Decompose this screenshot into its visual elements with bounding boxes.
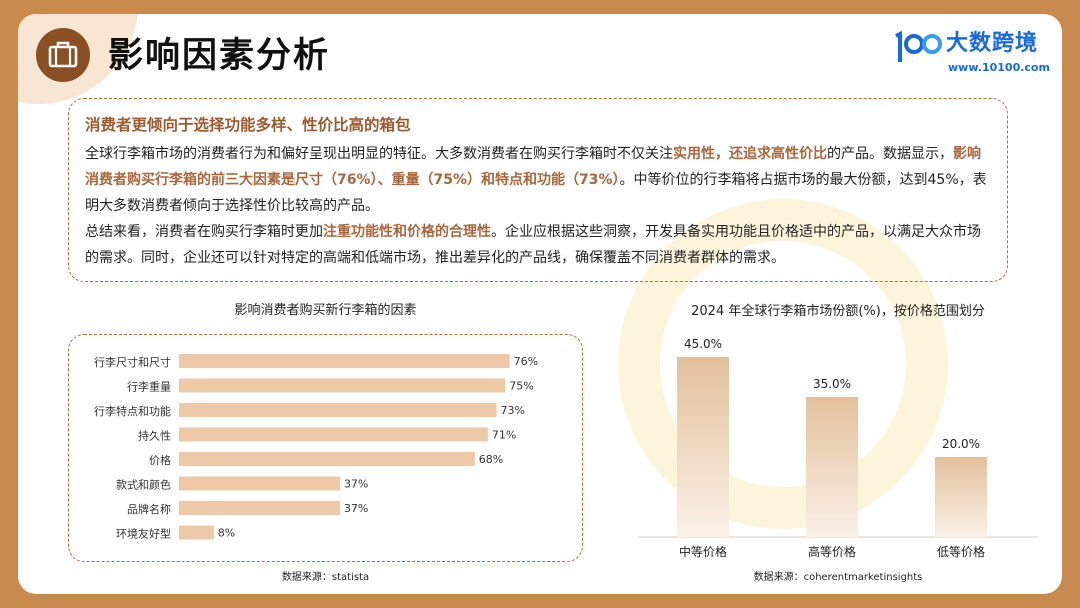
bar-category-label: 环境友好型 — [116, 527, 171, 541]
p1-text-e: 。中等价位的行李箱将占据市场的最大份额，达到45%，表明大多数消费者倾向于选择性… — [85, 172, 987, 214]
bar — [179, 354, 510, 368]
summary-heading: 消费者更倾向于选择功能多样、性价比高的箱包 — [85, 116, 411, 134]
right-chart-source: 数据来源：coherentmarketinsights — [753, 572, 923, 583]
bar — [179, 378, 506, 393]
bar-value-label: 37% — [344, 478, 368, 491]
factors-bar-chart: 行李尺寸和尺寸 76% 行李重量 75% 行李特点和功能 73% 持久性 71% 价格 68% 款式… — [94, 354, 538, 541]
bar-category-label: 持久性 — [138, 429, 171, 443]
bar-value-label: 45.0% — [684, 337, 722, 351]
p2-text-c: 。企业应根据这些洞察，开发具备实用功能且价格适中的产品，以满足大众市场的需求。同… — [85, 224, 981, 266]
bar-category-label: 低等价格 — [937, 544, 985, 559]
bar-value-label: 75% — [509, 380, 533, 393]
bar — [179, 427, 488, 442]
briefcase-icon — [36, 28, 90, 82]
p2-text-a: 总结来看，消费者在购买行李箱时更加 — [85, 224, 323, 240]
slide: 影响因素分析 大数跨境 www.10100.com 消费者更倾向于选择功能多样、… — [18, 14, 1062, 594]
bar-category-label: 品牌名称 — [127, 502, 171, 516]
bar-category-label: 中等价格 — [679, 544, 727, 559]
bar-value-label: 35.0% — [813, 377, 851, 391]
summary-paragraph-1: 全球行李箱市场的消费者行为和偏好呈现出明显的特征。大多数消费者在购买行李箱时不仅… — [85, 141, 993, 219]
bar-category-label: 行李重量 — [127, 380, 171, 394]
bar — [806, 397, 858, 537]
page-title: 影响因素分析 — [108, 36, 331, 76]
bar-value-label: 76% — [514, 355, 538, 368]
bar — [179, 501, 340, 515]
bar — [677, 357, 729, 537]
bar-category-label: 行李尺寸和尺寸 — [94, 355, 171, 369]
p1-text-c: 的产品。数据显示， — [827, 146, 953, 162]
summary-box: 消费者更倾向于选择功能多样、性价比高的箱包 全球行李箱市场的消费者行为和偏好呈现… — [68, 98, 1008, 282]
bar-value-label: 20.0% — [942, 437, 980, 451]
bar-category-label: 款式和颜色 — [116, 478, 171, 492]
bar-value-label: 71% — [492, 429, 516, 442]
bar — [179, 452, 475, 466]
bar-category-label: 行李特点和功能 — [94, 404, 171, 418]
left-chart-title: 影响消费者购买新行李箱的因素 — [234, 303, 417, 318]
brand-logo: 大数跨境 www.10100.com — [890, 28, 1050, 88]
logo-100-mark-icon — [895, 30, 942, 62]
bar-category-label: 价格 — [149, 453, 171, 467]
p2-highlight-function-price: 注重功能性和价格的合理性 — [323, 224, 491, 240]
bar-category-label: 高等价格 — [808, 544, 856, 559]
bar — [179, 476, 340, 491]
bar — [179, 403, 497, 417]
bar-value-label: 73% — [501, 404, 525, 417]
left-chart-source: 数据来源：statista — [281, 572, 370, 583]
left-chart-box: 行李尺寸和尺寸 76% 行李重量 75% 行李特点和功能 73% 持久性 71% 价格 68% 款式… — [68, 334, 583, 562]
bar-value-label: 68% — [479, 453, 503, 466]
bar-value-label: 8% — [218, 527, 235, 540]
logo-name: 大数跨境 — [946, 31, 1039, 56]
p1-highlight-top-factors: 影响消费者购买行李箱的前三大因素是尺寸（76%）、重量（75%）和特点和功能（7… — [85, 146, 981, 188]
market-share-bar-chart: 45.0% 中等价格 35.0% 高等价格 20.0% 低等价格 — [638, 337, 1038, 559]
bar — [935, 457, 987, 537]
bar — [179, 525, 214, 540]
p1-highlight-practicality: 实用性，还追求高性价比 — [673, 146, 827, 162]
logo-url: www.10100.com — [948, 61, 1050, 74]
summary-paragraph-2: 总结来看，消费者在购买行李箱时更加注重功能性和价格的合理性。企业应根据这些洞察，… — [85, 219, 993, 271]
p1-text-a: 全球行李箱市场的消费者行为和偏好呈现出明显的特征。大多数消费者在购买行李箱时不仅… — [85, 146, 673, 162]
right-chart-title: 2024 年全球行李箱市场份额(%)，按价格范围划分 — [691, 304, 985, 319]
bar-value-label: 37% — [344, 502, 368, 515]
